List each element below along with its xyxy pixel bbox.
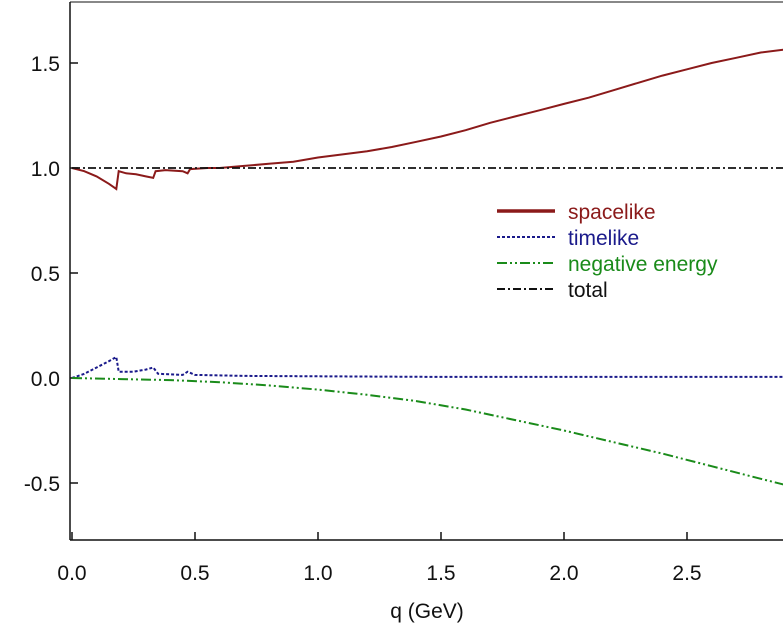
x-tick-label: 0.5	[180, 562, 209, 585]
x-tick-label: 2.0	[549, 562, 578, 585]
plot-frame	[69, 1, 783, 541]
legend: spacelike timelike negative energy total	[497, 201, 718, 302]
legend-label: negative energy	[568, 253, 718, 276]
series-line-spacelike	[71, 48, 783, 191]
x-tick-label: 0.0	[57, 562, 86, 585]
y-tick-label: -0.5	[24, 473, 60, 496]
x-tick-label: 1.5	[426, 562, 455, 585]
legend-label: total	[568, 279, 608, 302]
legend-label: spacelike	[568, 201, 656, 224]
series-line-timelike	[71, 355, 783, 379]
y-tick-label: 0.5	[31, 263, 60, 286]
x-tick-label: 2.5	[672, 562, 701, 585]
x-tick-label: 1.0	[303, 562, 332, 585]
y-tick-label: 1.5	[31, 53, 60, 76]
legend-label: timelike	[568, 227, 639, 250]
y-tick-label: 1.0	[31, 158, 60, 181]
series-layer	[71, 48, 783, 486]
y-tick-label: 0.0	[31, 368, 60, 391]
x-axis-label: q (GeV)	[390, 600, 464, 623]
series-line-negative-energy	[71, 377, 783, 486]
ticks-layer: 0.0 0.5 1.0 1.5 2.0 2.5 -0.5 0.0 0.5 1.0 1.5	[24, 53, 702, 585]
